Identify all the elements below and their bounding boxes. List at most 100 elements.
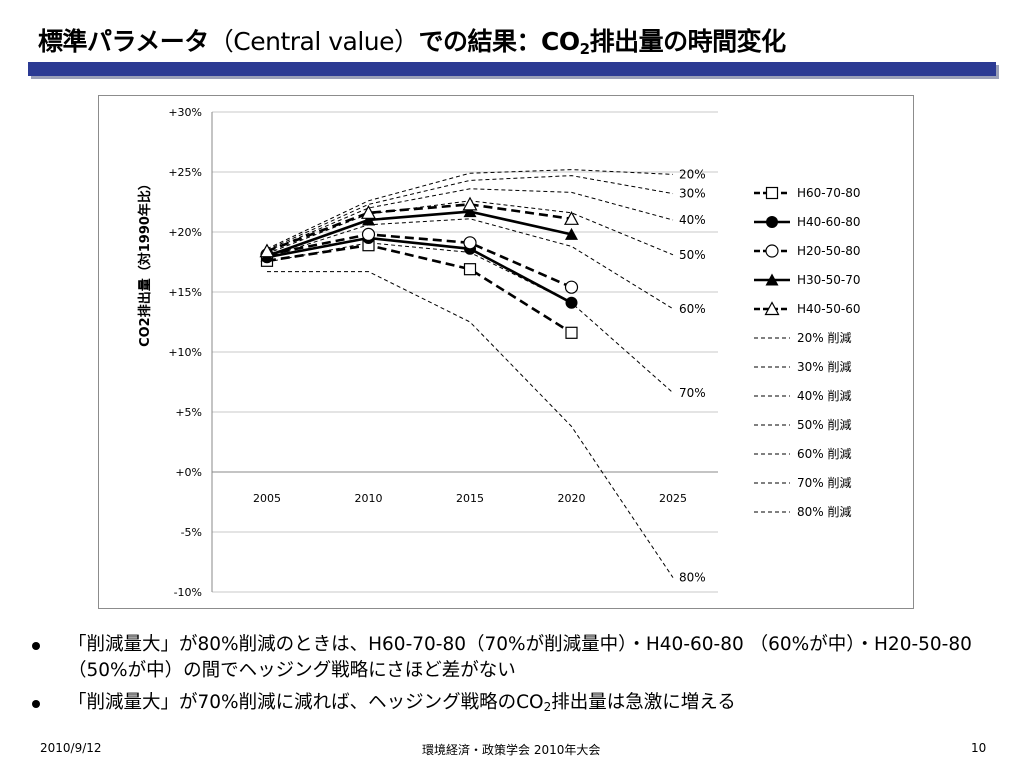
legend-swatch-marker	[765, 186, 779, 200]
series-line	[266, 169, 674, 250]
legend-swatch-marker	[765, 244, 779, 258]
legend-label: H60-70-80	[797, 186, 861, 200]
legend-entry: 50% 削減	[754, 417, 852, 432]
series-end-label: 20%	[679, 167, 706, 181]
legend-label: 40% 削減	[797, 388, 852, 403]
title-subscript: 2	[579, 40, 590, 58]
series-H60-70-80-group	[260, 239, 578, 339]
legend-label: H40-50-60	[797, 302, 861, 316]
series-line	[266, 243, 573, 334]
series-end-label: 60%	[679, 302, 706, 316]
series-H30-50-70-group	[260, 205, 578, 262]
data-point-marker	[463, 263, 477, 276]
series-line	[266, 188, 674, 252]
legend-label: H40-60-80	[797, 215, 861, 229]
data-point-marker	[565, 326, 578, 339]
title-underline-bar	[28, 62, 996, 76]
y-axis-title: CO2排出量（対1990年比）	[137, 177, 153, 347]
legend-label: 70% 削減	[797, 475, 852, 490]
legend-label: H20-50-80	[797, 244, 861, 258]
data-point-marker	[462, 196, 478, 211]
chart-frame: +30% +25% +20% +15% +10% +5% +0% -5% -10% 2005 201…	[98, 95, 914, 609]
legend-swatch-marker	[766, 216, 778, 228]
title-rest: での結果：CO	[418, 27, 581, 56]
legend-entry: 80% 削減	[754, 504, 852, 519]
series-line	[266, 218, 674, 310]
x-tick-label: 2015	[456, 492, 484, 505]
legend-label: 60% 削減	[797, 446, 852, 461]
x-tick-label: 2025	[659, 492, 687, 505]
x-tick-label: 2005	[253, 492, 281, 505]
legend-entry: H40-60-80	[754, 215, 861, 229]
data-point-marker	[564, 280, 579, 294]
series-70--group: 70%	[266, 242, 706, 400]
bullet-text-subscript: 2	[543, 700, 552, 714]
legend-label: 50% 削減	[797, 417, 852, 432]
y-tick-label: -10%	[174, 586, 202, 599]
legend-label: H30-50-70	[797, 273, 861, 287]
data-point-marker	[360, 205, 377, 219]
y-tick-label: +0%	[175, 466, 202, 479]
series-end-label: 40%	[679, 213, 706, 227]
bullet-item: 「削減量大」が80%削減のときは、H60-70-80（70%が削減量中）・H40…	[28, 632, 988, 684]
data-point-marker	[563, 211, 580, 225]
title-main: 標準パラメータ	[38, 27, 209, 56]
data-point-marker	[361, 227, 376, 241]
bullet-text-after: 排出量は急激に増える	[551, 692, 736, 713]
series-line	[266, 210, 572, 258]
legend-entry: 60% 削減	[754, 446, 852, 461]
data-point-marker	[565, 296, 578, 309]
legend-entry: 20% 削減	[754, 330, 852, 345]
legend-entry: H20-50-80	[754, 244, 861, 258]
y-tick-label: +10%	[168, 346, 202, 359]
series-end-label: 50%	[679, 248, 706, 262]
series-line	[267, 271, 674, 578]
legend-label: 30% 削減	[797, 359, 852, 374]
series-80--group: 80%	[267, 271, 706, 585]
title-end: 排出量の時間変化	[589, 27, 787, 56]
legend-entry: 70% 削減	[754, 475, 852, 490]
y-tick-label: +30%	[168, 106, 202, 119]
series-20--group: 20%	[266, 167, 706, 250]
data-point-marker	[362, 213, 375, 226]
footer-date: 2010/9/12	[40, 741, 102, 755]
y-tick-label: +15%	[168, 286, 202, 299]
bullet-dot-icon	[32, 642, 40, 650]
legend-entry: 40% 削減	[754, 388, 852, 403]
series-end-label: 70%	[679, 386, 706, 400]
data-point-marker	[259, 243, 275, 258]
title-paren: （Central value）	[208, 27, 419, 56]
bullet-item: 「削減量大」が70%削減に減れば、ヘッジング戦略のCO2排出量は急激に増える	[28, 690, 988, 720]
legend-label: 20% 削減	[797, 330, 852, 345]
footer-event: 環境経済・政策学会 2010年大会	[422, 743, 601, 757]
bullet-dot-icon	[32, 700, 40, 708]
legend-entry: 30% 削減	[754, 359, 852, 374]
x-tick-label: 2010	[355, 492, 383, 505]
series-line	[266, 236, 573, 304]
legend-label: 80% 削減	[797, 504, 852, 519]
legend-swatch-marker	[765, 273, 779, 286]
y-tick-label: +25%	[168, 166, 202, 179]
slide-title: 標準パラメータ（Central value）での結果：CO2排出量の時間変化	[38, 22, 786, 58]
legend-entry: H60-70-80	[754, 186, 861, 200]
bullet-text-before: 「削減量大」が70%削減に減れば、ヘッジング戦略のCO	[68, 692, 544, 713]
y-tick-label: +5%	[175, 406, 202, 419]
series-end-label: 30%	[679, 187, 706, 201]
series-60--group: 60%	[266, 218, 706, 316]
y-tick-label: -5%	[181, 526, 202, 539]
data-point-marker	[463, 205, 477, 218]
series-line	[266, 203, 572, 253]
bullet-text: 「削減量大」が80%削減のときは、H60-70-80（70%が削減量中）・H40…	[68, 634, 972, 681]
series-H20-50-80-group	[260, 227, 579, 294]
y-tick-label: +20%	[168, 226, 202, 239]
legend-entry: H30-50-70	[754, 273, 861, 287]
x-tick-label: 2020	[558, 492, 586, 505]
legend-swatch-marker	[764, 301, 780, 316]
series-end-label: 80%	[679, 571, 706, 585]
bullet-list: 「削減量大」が80%削減のときは、H60-70-80（70%が削減量中）・H40…	[28, 632, 988, 720]
series-30--group: 30%	[266, 175, 706, 251]
series-line	[266, 175, 674, 251]
footer-page-number: 10	[971, 741, 987, 755]
data-point-marker	[463, 236, 477, 250]
series-40--group: 40%	[266, 188, 706, 252]
